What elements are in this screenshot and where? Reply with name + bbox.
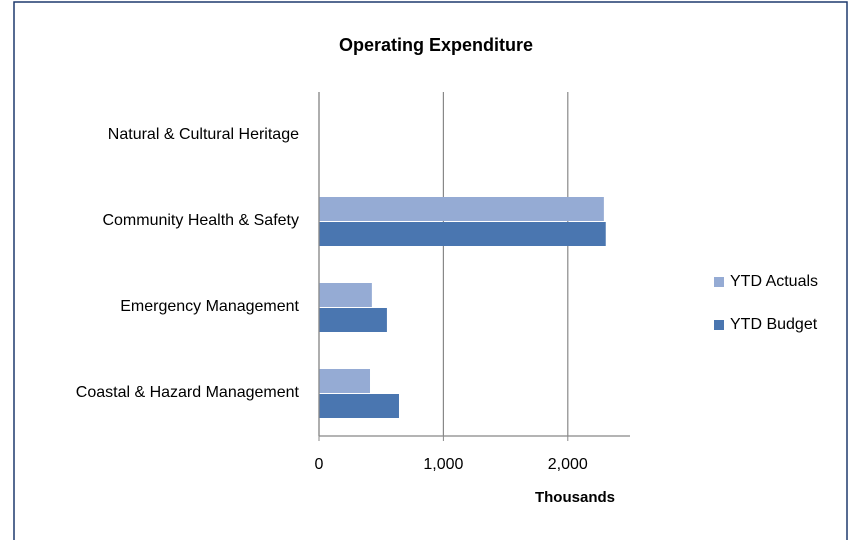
bar (319, 394, 399, 418)
x-tick-label: 2,000 (548, 456, 588, 473)
legend-swatch (714, 277, 724, 287)
y-tick-label: Natural & Cultural Heritage (108, 126, 299, 143)
x-axis-label: Thousands (535, 489, 615, 506)
bar (319, 283, 372, 307)
chart-title: Operating Expenditure (339, 35, 533, 55)
y-tick-label: Community Health & Safety (102, 212, 299, 229)
legend-label: YTD Budget (730, 316, 818, 333)
bar (319, 197, 604, 221)
x-tick-label: 1,000 (423, 456, 463, 473)
legend-swatch (714, 320, 724, 330)
x-tick-label: 0 (315, 456, 324, 473)
bar (319, 369, 371, 393)
y-tick-label: Emergency Management (120, 298, 299, 315)
bar (319, 308, 387, 332)
legend-label: YTD Actuals (730, 273, 818, 290)
y-tick-label: Coastal & Hazard Management (76, 384, 300, 401)
bar (319, 222, 606, 246)
chart-frame (13, 1, 848, 540)
